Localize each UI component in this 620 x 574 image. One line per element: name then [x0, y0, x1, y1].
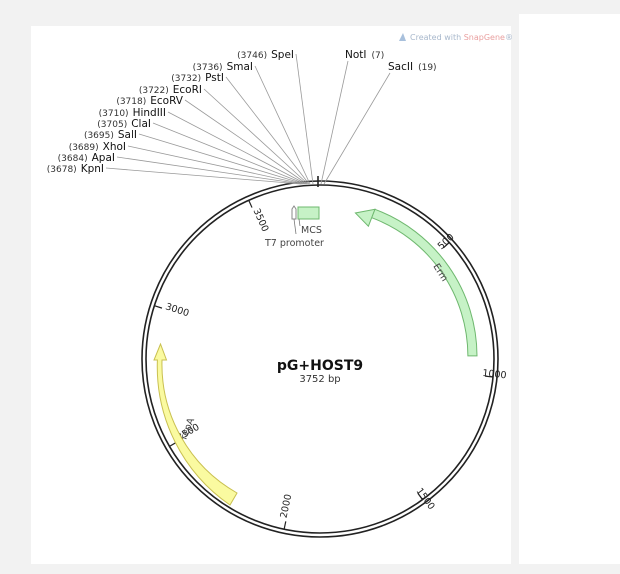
- site-pos-sacii: (19): [418, 63, 436, 73]
- plasmid-size: 3752 bp: [299, 374, 340, 385]
- site-label-smai: (3736) SmaI: [193, 61, 253, 73]
- site-pos-apai: (3684): [58, 154, 88, 164]
- svg-text:Created with SnapGene®: Created with SnapGene®: [410, 33, 513, 42]
- site-pos-ecori: (3722): [139, 86, 169, 96]
- site-enzyme-smai: SmaI: [227, 61, 253, 73]
- site-pos-hindiii: (3710): [99, 109, 129, 119]
- site-label-ecori: (3722) EcoRI: [139, 84, 202, 96]
- site-pos-noti: (7): [372, 51, 385, 61]
- plasmid-name: pG+HOST9: [277, 358, 363, 374]
- site-pos-ecorv: (3718): [116, 97, 146, 107]
- site-enzyme-clai: ClaI: [131, 118, 151, 130]
- site-leader-line: [254, 65, 311, 185]
- site-enzyme-ecori: EcoRI: [173, 84, 202, 96]
- watermark-prefix: Created with: [410, 33, 464, 42]
- site-label-kpni: (3678) KpnI: [47, 163, 104, 175]
- site-label-sali: (3695) SalI: [84, 129, 137, 141]
- feature-t7-leader: [293, 218, 297, 235]
- features: [153, 205, 478, 506]
- site-leader-line: [167, 111, 307, 185]
- site-enzyme-xhoi: XhoI: [103, 141, 126, 153]
- feature-t7-promoter-label: T7 promoter: [264, 238, 324, 249]
- site-pos-sali: (3695): [84, 131, 114, 141]
- site-leader-line: [184, 99, 308, 185]
- tick-label: 500: [436, 232, 457, 252]
- tick-label: 1000: [482, 368, 507, 381]
- backbone-inner-ring: [145, 184, 495, 534]
- site-label-spei: (3746) SpeI: [237, 49, 294, 61]
- feature-erm-arrow: [354, 208, 478, 357]
- watermark-brand: SnapGene: [464, 33, 505, 42]
- tick-mark: [417, 492, 423, 500]
- site-leader-line: [295, 53, 314, 185]
- site-enzyme-sacii: SacII: [388, 61, 413, 73]
- site-enzyme-apai: ApaI: [92, 152, 115, 164]
- site-pos-xhoi: (3689): [69, 143, 99, 153]
- backbone: [141, 180, 499, 538]
- site-enzyme-hindiii: HindIII: [133, 107, 166, 119]
- site-enzyme-kpni: KpnI: [81, 163, 104, 175]
- site-label-ecorv: (3718) EcoRV: [116, 95, 183, 107]
- site-label-sacii: SacII (19): [388, 61, 437, 73]
- tick-label: 3500: [250, 207, 270, 234]
- site-leader-line: [105, 167, 302, 185]
- site-pos-kpni: (3678): [47, 165, 77, 175]
- site-pos-clai: (3705): [97, 120, 127, 130]
- site-enzyme-spei: SpeI: [271, 49, 294, 61]
- tick-mark: [283, 521, 287, 530]
- site-leader-line: [320, 60, 349, 185]
- site-leader-line: [225, 76, 310, 185]
- snapgene-watermark: Created with SnapGene®: [399, 33, 513, 42]
- site-pos-spei: (3746): [237, 51, 267, 61]
- site-label-hindiii: (3710) HindIII: [99, 107, 166, 119]
- site-label-apai: (3684) ApaI: [58, 152, 115, 164]
- site-leader-line: [323, 72, 391, 185]
- feature-t7-promoter-arrow: [291, 205, 297, 220]
- site-leader-lines: [105, 53, 391, 187]
- site-pos-smai: (3736): [193, 63, 223, 73]
- site-pos-psti: (3732): [171, 74, 201, 84]
- tick-mark: [485, 375, 494, 378]
- feature-labels: Erm repA MCS T7 promoter: [179, 225, 450, 441]
- feature-mcs-label: MCS: [301, 225, 322, 236]
- snapgene-logo-icon: [399, 33, 406, 41]
- site-label-psti: (3732) PstI: [171, 72, 224, 84]
- feature-mcs-box: [297, 206, 320, 220]
- site-leader-line: [116, 156, 303, 185]
- watermark-suffix: ®: [505, 33, 513, 42]
- site-labels: (3678) KpnI (3684) ApaI (3689) XhoI (3695) S…: [47, 49, 437, 175]
- site-enzyme-noti: NotI: [345, 49, 367, 61]
- site-leader-line: [152, 122, 306, 185]
- site-enzyme-psti: PstI: [205, 72, 224, 84]
- tick-mark: [442, 242, 450, 249]
- tick-label: 2000: [279, 493, 295, 519]
- site-leader-line: [138, 133, 305, 185]
- site-label-noti: NotI (7): [345, 49, 384, 61]
- tick-mark: [154, 305, 163, 309]
- site-leader-line: [203, 88, 309, 185]
- site-label-xhoi: (3689) XhoI: [69, 141, 126, 153]
- tick-mark: [248, 200, 253, 208]
- feature-mcs-leader: [298, 218, 301, 227]
- site-label-clai: (3705) ClaI: [97, 118, 151, 130]
- site-leader-line: [127, 145, 304, 185]
- right-panel: [519, 14, 620, 564]
- feature-repa-arrow: [153, 342, 238, 506]
- tick-label: 3000: [164, 301, 190, 319]
- map-card: [31, 26, 511, 564]
- backbone-outer-ring: [141, 180, 499, 538]
- site-enzyme-sali: SalI: [118, 129, 137, 141]
- site-enzyme-ecorv: EcoRV: [150, 95, 184, 107]
